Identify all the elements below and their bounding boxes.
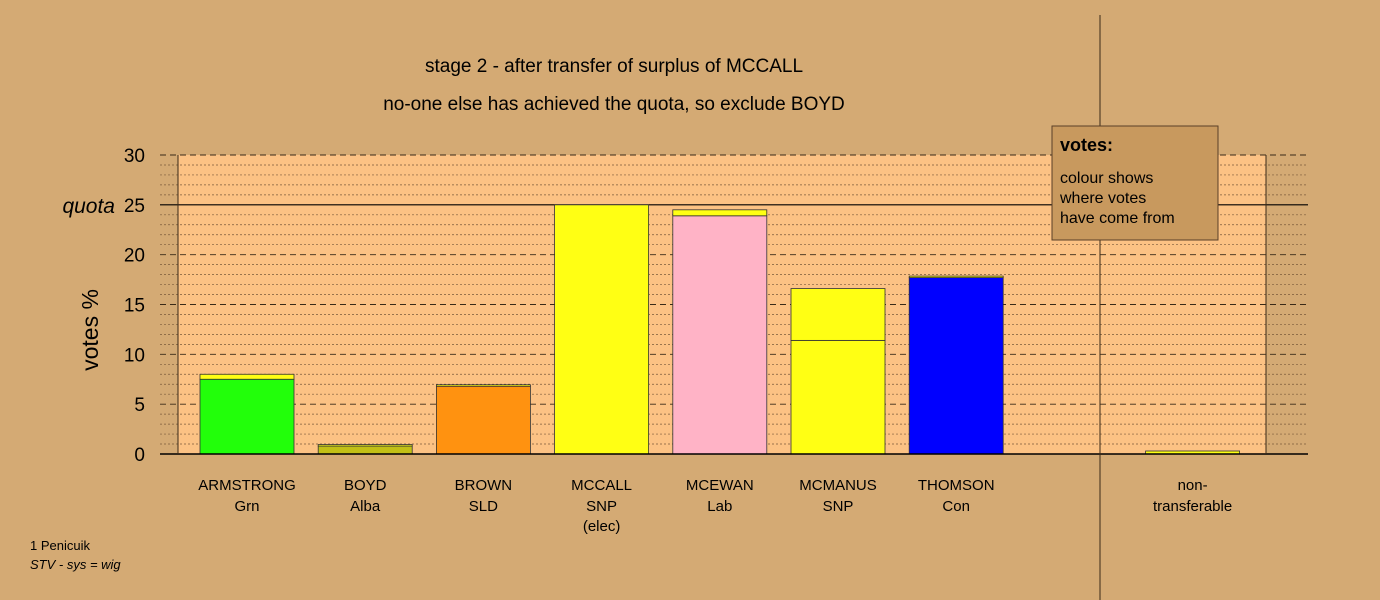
candidate-party: SNP <box>823 498 854 515</box>
candidate-name: BROWN <box>455 477 513 494</box>
axes <box>160 155 1308 455</box>
bar-segment <box>199 373 295 380</box>
candidate-party: Lab <box>707 498 732 515</box>
legend-box: votes: colour shows where votes have com… <box>1051 125 1219 241</box>
candidate-name: MCEWAN <box>686 477 754 494</box>
candidate-name: MCCALL <box>571 477 632 494</box>
bar-segment <box>672 209 768 217</box>
candidate-name: MCMANUS <box>799 477 877 494</box>
y-tick-labels: 0 5 10 15 20 25 30 <box>124 146 145 466</box>
category-labels: ARMSTRONG Grn BOYD Alba BROWN SLD MCCALL SNP (el… <box>198 477 1232 535</box>
candidate-party: SLD <box>469 498 498 515</box>
legend-line: colour shows <box>1060 170 1153 187</box>
bar-segment <box>554 204 649 455</box>
legend-line: have come from <box>1060 210 1175 227</box>
y-tick-label: 30 <box>124 146 145 167</box>
bar-segment <box>672 215 768 455</box>
y-tick-label: 15 <box>124 296 145 317</box>
candidate-name: THOMSON <box>918 477 995 494</box>
bar-segment <box>317 445 413 455</box>
candidate-party: Grn <box>234 498 259 515</box>
bar-segment <box>790 339 886 455</box>
bar-segment <box>317 444 413 447</box>
quota-label: quota <box>62 195 115 218</box>
bar-segment <box>908 277 1004 455</box>
candidate-party: transferable <box>1153 498 1232 515</box>
bar-segment <box>908 275 1004 278</box>
candidate-party: SNP <box>586 498 617 515</box>
y-tick-label: 20 <box>124 246 145 267</box>
candidate-name: non- <box>1178 477 1208 494</box>
y-tick-label: 10 <box>124 345 145 366</box>
candidate-note: (elec) <box>583 518 621 535</box>
candidate-name: ARMSTRONG <box>198 477 296 494</box>
y-tick-label: 25 <box>124 196 145 217</box>
candidate-name: BOYD <box>344 477 387 494</box>
candidate-party: Alba <box>350 498 381 515</box>
bars <box>199 204 1240 455</box>
bar-segment <box>435 384 531 387</box>
y-tick-label: 0 <box>134 445 145 466</box>
bar-segment <box>435 385 531 455</box>
voting-system: STV - sys = wig <box>30 557 121 572</box>
bar-segment <box>199 378 295 455</box>
candidate-party: Con <box>942 498 970 515</box>
bar-segment <box>790 288 886 341</box>
chart-title: stage 2 - after transfer of surplus of M… <box>425 56 803 77</box>
y-axis-label: votes % <box>77 289 103 371</box>
ward-name: 1 Penicuik <box>30 538 90 553</box>
y-tick-label: 5 <box>134 395 145 416</box>
chart-subtitle: no-one else has achieved the quota, so e… <box>383 94 845 115</box>
legend-heading: votes: <box>1060 135 1113 155</box>
legend-line: where votes <box>1059 190 1146 207</box>
legend-background <box>1051 125 1219 241</box>
